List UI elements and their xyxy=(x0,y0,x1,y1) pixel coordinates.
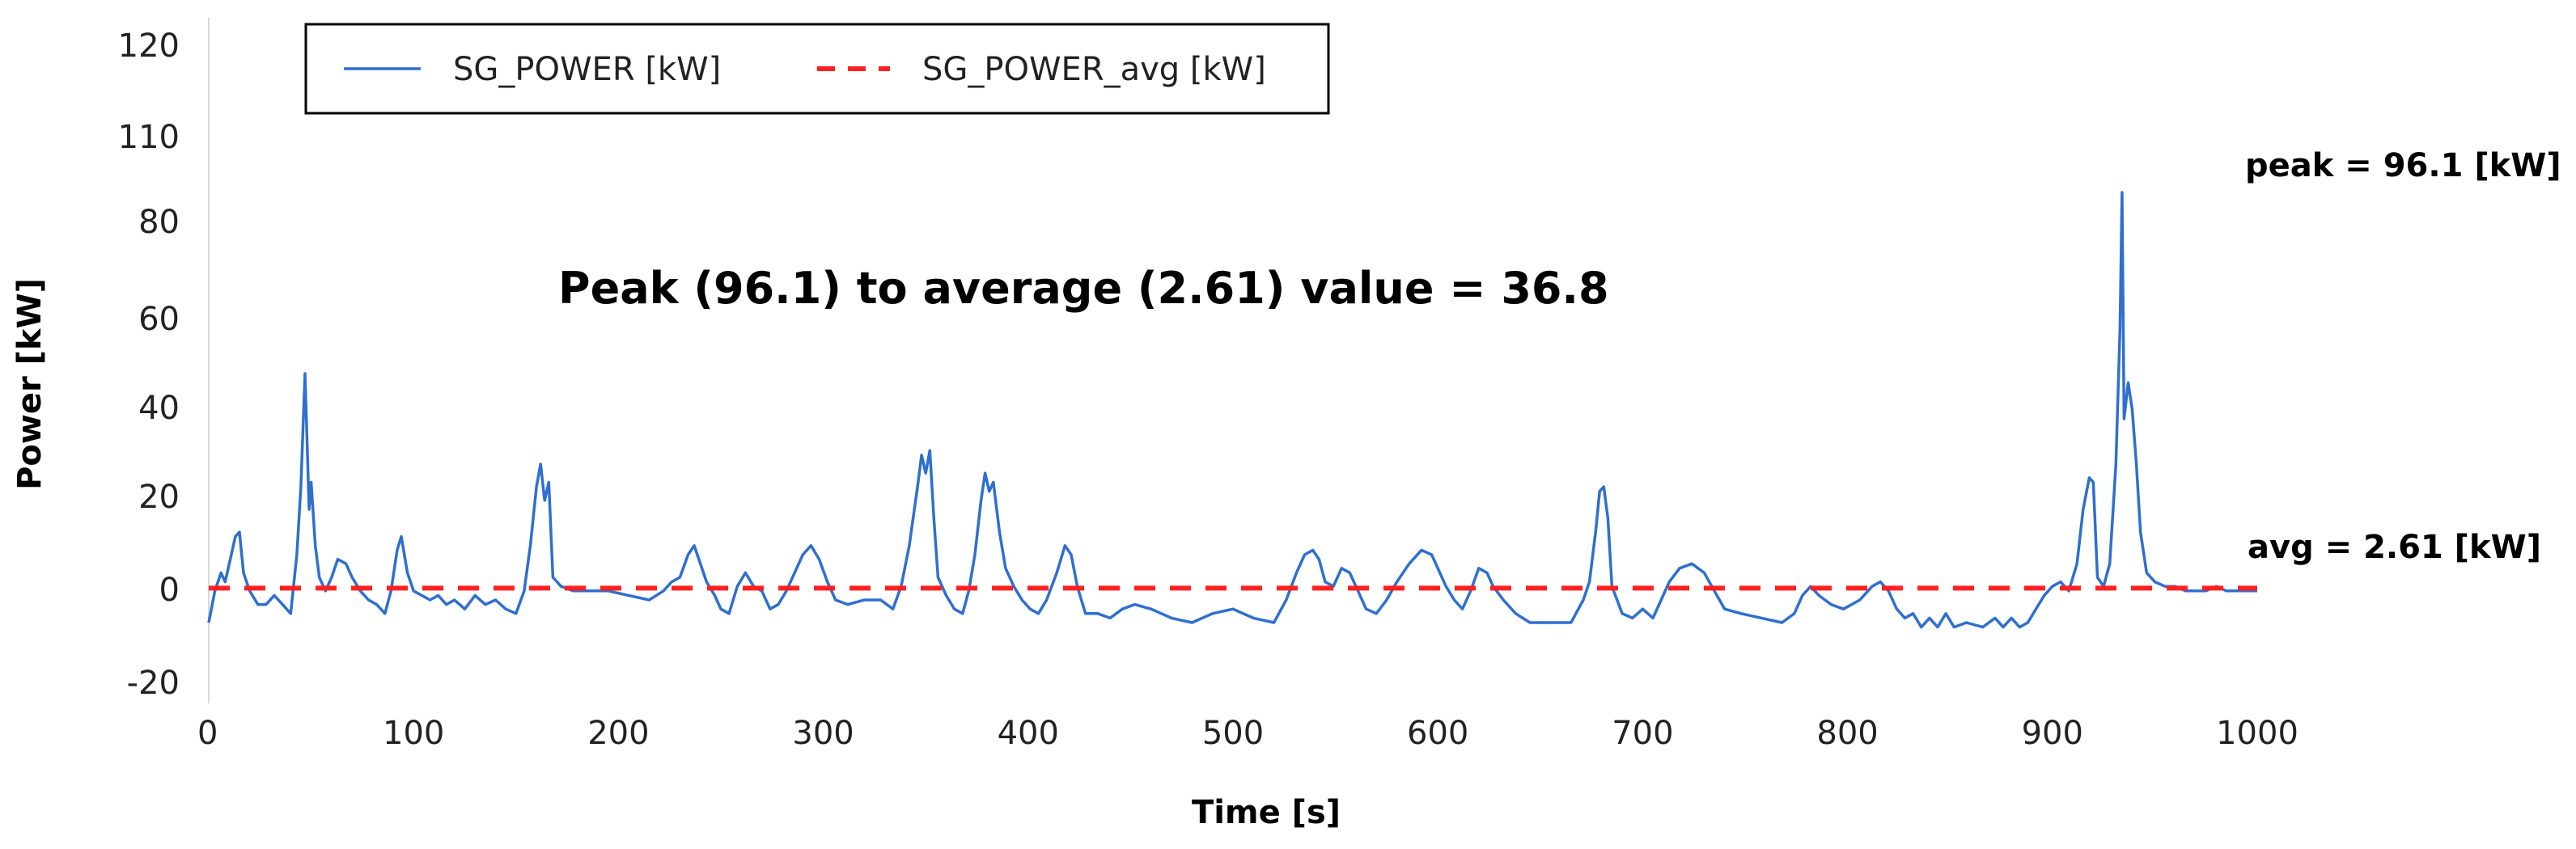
annotation-peak-to-average: Peak (96.1) to average (2.61) value = 36… xyxy=(558,263,1609,314)
x-tick-label: 400 xyxy=(998,715,1059,752)
y-tick-label: 80 xyxy=(138,204,180,241)
x-tick-label: 500 xyxy=(1202,715,1264,752)
legend-box xyxy=(304,23,1330,115)
legend: SG_POWER [kW] SG_POWER_avg [kW] xyxy=(304,23,1330,115)
x-tick-label: 800 xyxy=(1816,715,1878,752)
x-tick-label: 900 xyxy=(2022,715,2083,752)
annotation-avg: avg = 2.61 [kW] xyxy=(2248,529,2541,566)
y-axis-ticks: -20 0 20 40 60 80 110 120 xyxy=(118,27,180,702)
y-tick-label: 0 xyxy=(159,572,180,609)
y-tick-label: -20 xyxy=(127,665,180,702)
annotation-peak: peak = 96.1 [kW] xyxy=(2245,147,2561,184)
x-tick-label: 100 xyxy=(383,715,444,752)
x-tick-label: 0 xyxy=(197,715,218,752)
y-tick-label: 40 xyxy=(138,390,180,427)
x-tick-label: 1000 xyxy=(2216,715,2298,752)
y-tick-label: 120 xyxy=(118,27,180,65)
y-axis-title: Power [kW] xyxy=(11,278,49,490)
x-tick-label: 300 xyxy=(792,715,854,752)
x-axis-ticks: 0 100 200 300 400 500 600 700 800 900 1000 xyxy=(197,715,2298,752)
legend-label-sg-power-avg: SG_POWER_avg [kW] xyxy=(922,51,1266,88)
x-axis-title: Time [s] xyxy=(1192,794,1341,831)
x-tick-label: 600 xyxy=(1407,715,1468,752)
series-line-sg-power xyxy=(207,191,2257,629)
y-tick-label: 60 xyxy=(138,301,180,338)
legend-label-sg-power: SG_POWER [kW] xyxy=(453,51,721,88)
y-tick-label: 20 xyxy=(138,479,180,516)
y-tick-label: 110 xyxy=(118,119,180,156)
x-tick-label: 700 xyxy=(1612,715,1673,752)
x-tick-label: 200 xyxy=(587,715,649,752)
